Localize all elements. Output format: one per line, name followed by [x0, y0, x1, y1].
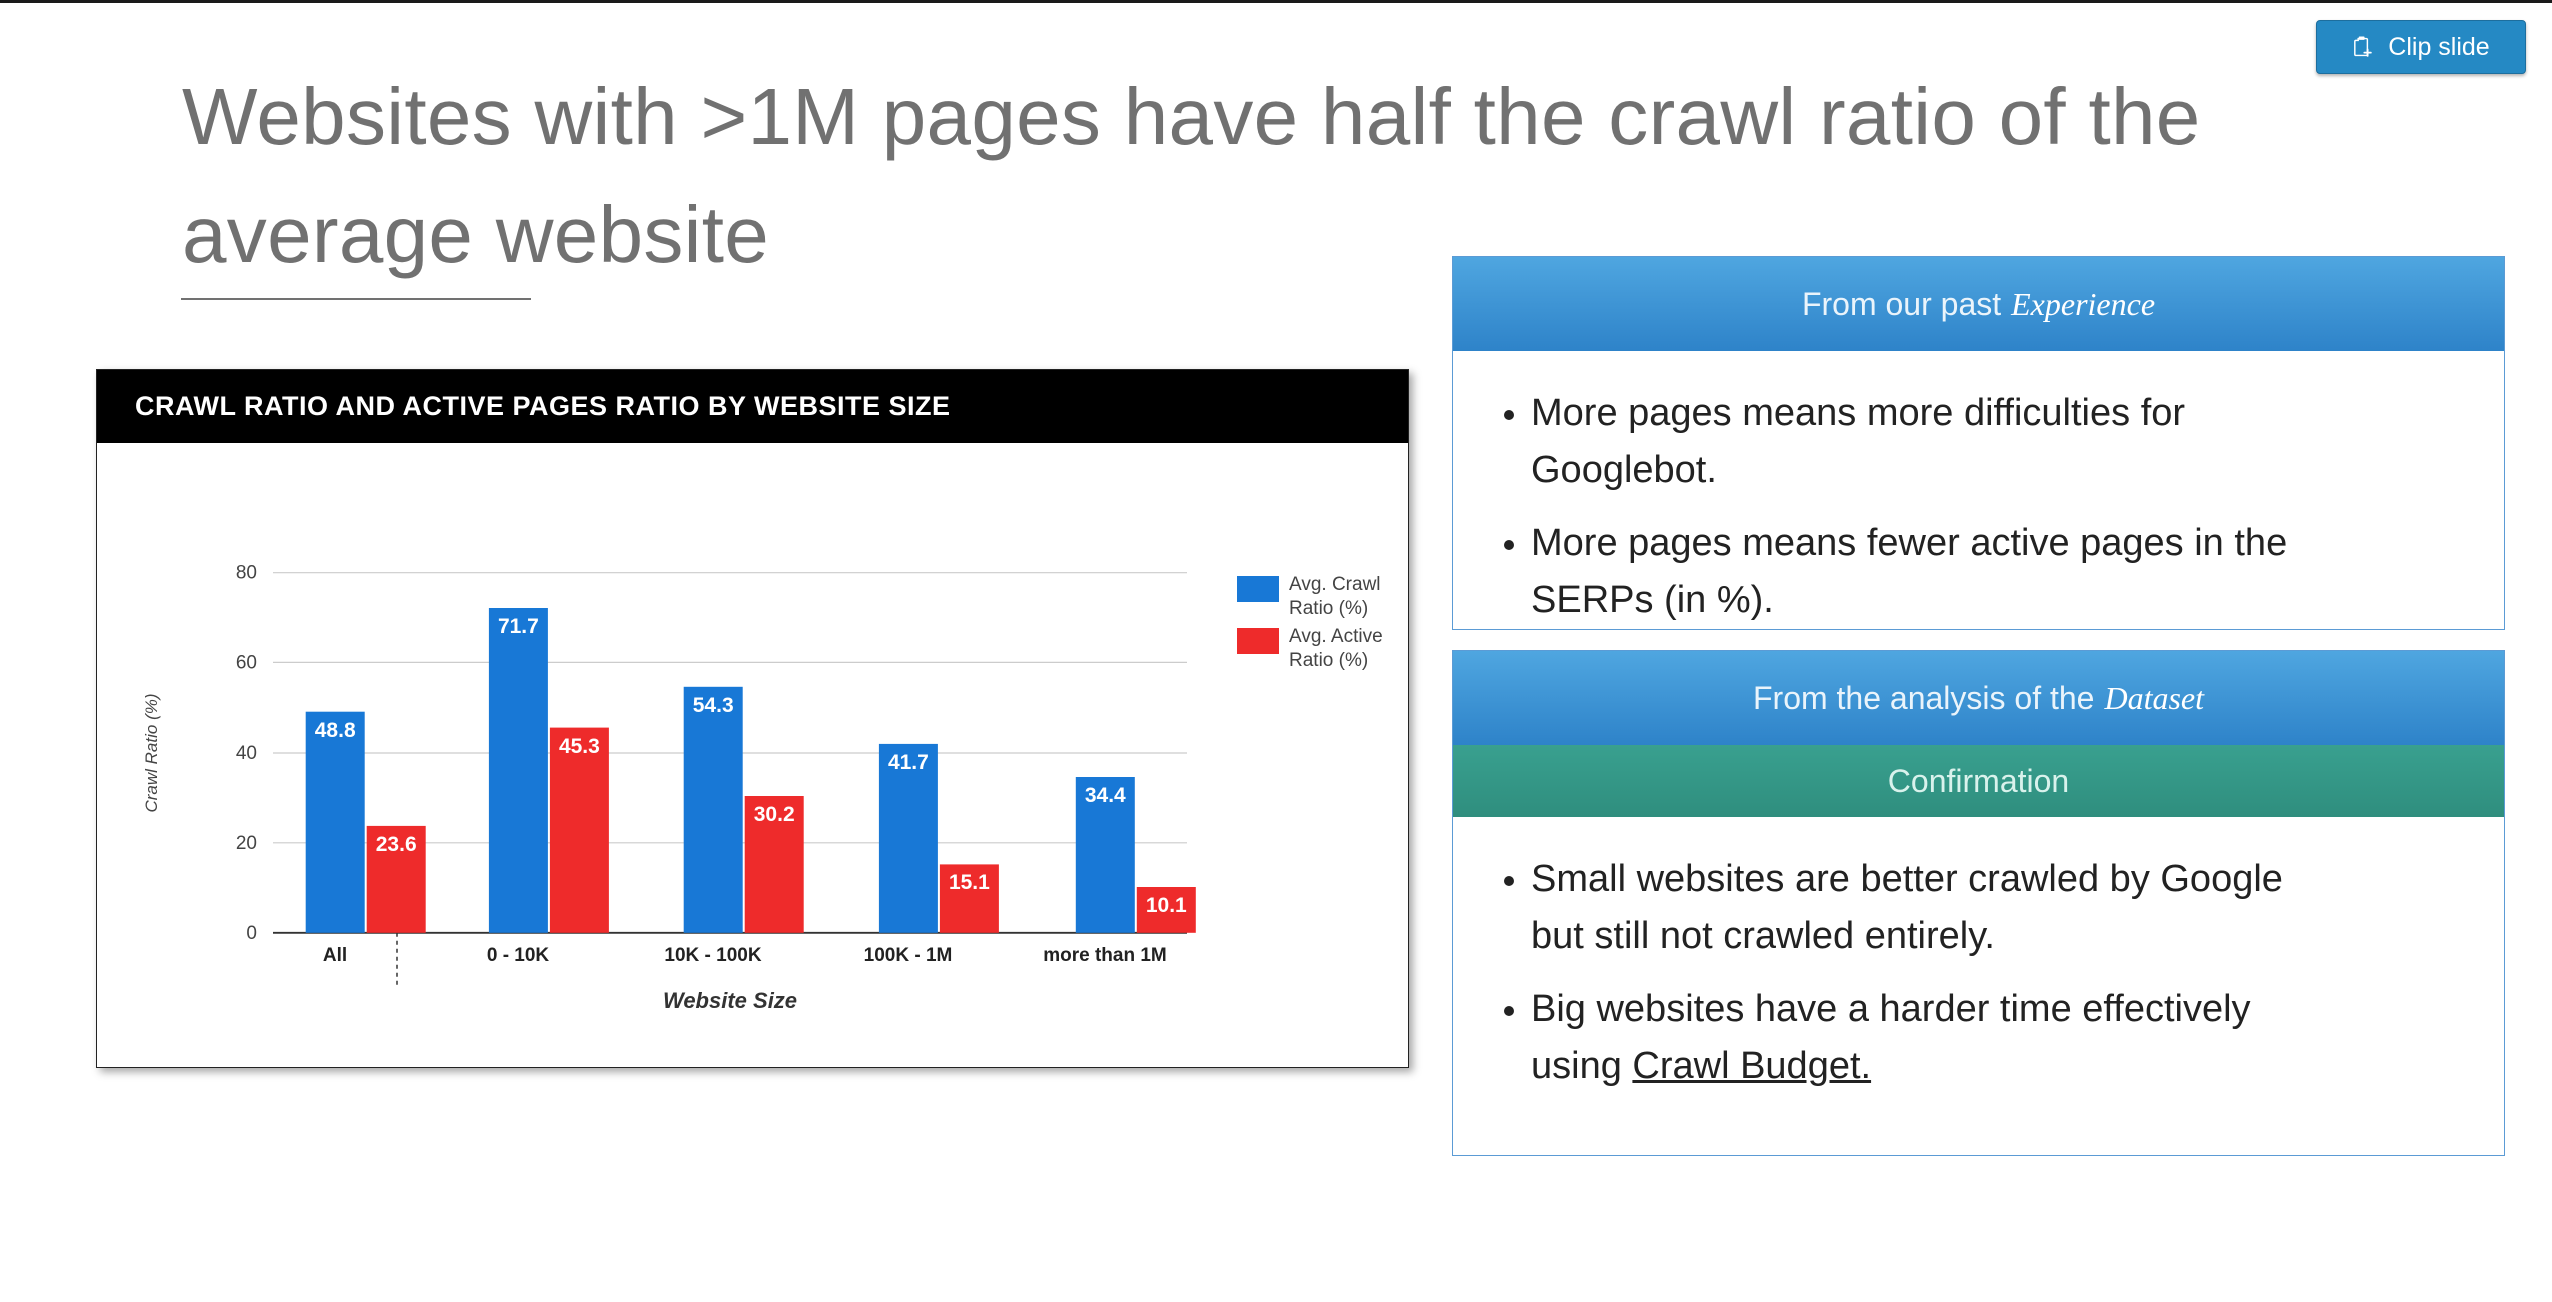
svg-text:Ratio (%): Ratio (%)	[1289, 650, 1368, 671]
svg-text:71.7: 71.7	[498, 615, 539, 638]
svg-text:15.1: 15.1	[949, 871, 990, 894]
svg-text:All: All	[323, 945, 347, 966]
svg-text:23.6: 23.6	[376, 833, 417, 856]
svg-text:Avg. Crawl: Avg. Crawl	[1289, 574, 1381, 595]
svg-text:40: 40	[236, 743, 257, 764]
svg-text:80: 80	[236, 563, 257, 584]
svg-text:0: 0	[246, 923, 257, 944]
svg-text:Crawl Ratio (%): Crawl Ratio (%)	[142, 693, 161, 812]
svg-text:20: 20	[236, 833, 257, 854]
svg-text:60: 60	[236, 652, 257, 673]
svg-text:more than 1M: more than 1M	[1043, 945, 1167, 966]
svg-text:45.3: 45.3	[559, 735, 600, 758]
svg-text:10K - 100K: 10K - 100K	[664, 945, 761, 966]
svg-text:10.1: 10.1	[1146, 894, 1187, 917]
svg-text:34.4: 34.4	[1085, 784, 1126, 807]
svg-text:Website Size: Website Size	[663, 988, 797, 1013]
svg-text:48.8: 48.8	[315, 719, 356, 742]
svg-text:0 - 10K: 0 - 10K	[487, 945, 550, 966]
svg-text:Ratio (%): Ratio (%)	[1289, 598, 1368, 619]
svg-text:Avg. Active: Avg. Active	[1289, 626, 1383, 647]
svg-text:41.7: 41.7	[888, 751, 929, 774]
svg-text:100K - 1M: 100K - 1M	[864, 945, 953, 966]
svg-text:54.3: 54.3	[693, 694, 734, 717]
svg-text:30.2: 30.2	[754, 803, 795, 826]
